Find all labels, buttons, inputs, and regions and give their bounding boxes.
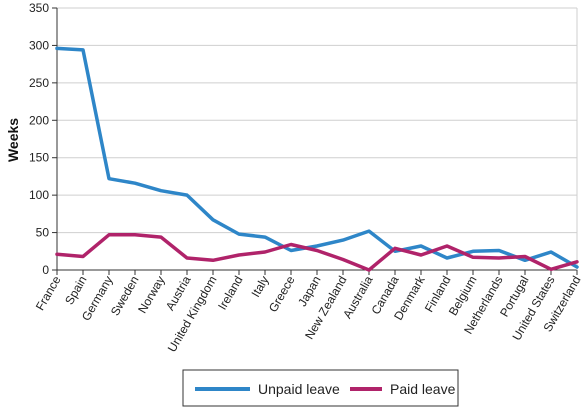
grid-lines xyxy=(57,7,577,234)
series-lines xyxy=(55,46,579,272)
legend: Unpaid leave Paid leave xyxy=(182,369,459,407)
y-tick-label: 300 xyxy=(29,38,49,52)
x-tick-label: Greece xyxy=(266,273,298,314)
x-axis-ticks: FranceSpainGermanySwedenNorwayAustriaUni… xyxy=(33,270,584,354)
legend-label-unpaid: Unpaid leave xyxy=(258,381,340,397)
y-axis-ticks: 0 50 100 150 200 250 300 350 xyxy=(29,1,57,277)
y-tick-label: 100 xyxy=(29,188,49,202)
x-tick-label: Spain xyxy=(62,274,89,308)
legend-label-paid: Paid leave xyxy=(390,381,456,397)
y-axis-label: Weeks xyxy=(5,118,21,162)
y-tick-label: 200 xyxy=(29,113,49,127)
y-tick-label: 150 xyxy=(29,151,49,165)
y-tick-label: 250 xyxy=(29,76,49,90)
y-tick-label: 0 xyxy=(42,263,49,277)
axes xyxy=(56,8,578,271)
y-tick-label: 50 xyxy=(36,226,50,240)
series-line-paid-leave xyxy=(55,233,579,272)
x-tick-label: Ireland xyxy=(215,274,245,313)
x-tick-label: United Kingdom xyxy=(165,274,220,355)
x-tick-label: Italy xyxy=(248,274,271,300)
x-tick-label: France xyxy=(33,273,64,313)
y-tick-label: 350 xyxy=(29,1,49,15)
